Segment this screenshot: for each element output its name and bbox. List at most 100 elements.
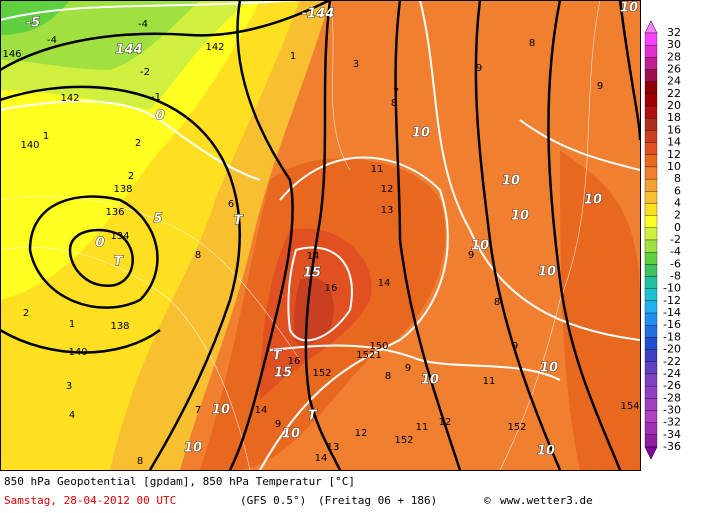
contour-label: 9: [275, 419, 281, 430]
colorbar-label: -10: [663, 282, 681, 295]
colorbar-label: 24: [667, 75, 681, 88]
contour-label: 10: [584, 193, 602, 208]
colorbar-cell: [644, 32, 658, 46]
colorbar-cell: [644, 81, 658, 95]
colorbar-label: 28: [667, 50, 681, 63]
contour-label: 1521: [356, 350, 381, 361]
contour-label: 1: [290, 51, 296, 62]
contour-label: T: [114, 255, 124, 270]
colorbar-label: 0: [674, 221, 681, 234]
footer-date: Samstag, 28-04-2012 00 UTC: [4, 494, 176, 507]
contour-label: 138: [113, 184, 132, 195]
colorbar-cell: [644, 191, 658, 204]
colorbar-label: -4: [670, 245, 681, 258]
contour-label: 11: [483, 376, 496, 387]
contour-label: 2: [128, 171, 134, 182]
contour-label: 3: [66, 381, 72, 392]
contour-label: 12: [439, 417, 452, 428]
contour-label: T: [273, 349, 283, 364]
contour-label: 146: [2, 49, 21, 60]
colorbar-label: 14: [667, 136, 681, 149]
contour-label: 10: [538, 265, 556, 280]
contour-label: 6: [228, 199, 234, 210]
colorbar-cell: [644, 264, 658, 277]
contour-label: 140: [20, 140, 39, 151]
footer-copyright: ©: [484, 494, 491, 507]
colorbar-label: 30: [667, 38, 681, 51]
colorbar-label: -14: [663, 306, 681, 319]
colorbar-label: 12: [667, 148, 681, 161]
contour-label: 9: [468, 250, 474, 261]
contour-label: 10: [184, 441, 202, 456]
colorbar-label: 6: [674, 184, 681, 197]
contour-label: 13: [327, 442, 340, 453]
colorbar-cell: [644, 373, 658, 387]
contour-label: -2: [140, 67, 150, 78]
colorbar-arrow: [644, 20, 658, 34]
contour-label: -5: [26, 16, 40, 31]
contour-label: T: [234, 214, 244, 229]
colorbar-label: 20: [667, 99, 681, 112]
colorbar-label: -32: [663, 416, 681, 429]
contour-label: 1: [69, 319, 75, 330]
contour-label: 1: [43, 131, 49, 142]
contour-label: 11: [371, 164, 384, 175]
colorbar-cell: [644, 227, 658, 241]
colorbar-label: 32: [667, 26, 681, 39]
contour-label: 10: [537, 444, 555, 459]
colorbar-cell: [644, 203, 658, 216]
colorbar-label: 8: [674, 172, 681, 185]
colorbar-label: -22: [663, 355, 681, 368]
colorbar-cell: [644, 312, 658, 326]
colorbar-cell: [644, 166, 658, 180]
colorbar-label: 16: [667, 123, 681, 136]
contour-label: 0: [155, 109, 164, 124]
contour-label: 152: [394, 435, 413, 446]
footer-title: 850 hPa Geopotential [gpdam], 850 hPa Te…: [4, 475, 355, 488]
contour-label: 12: [355, 428, 368, 439]
contour-label: 7: [393, 87, 399, 98]
colorbar-label: -2: [670, 233, 681, 246]
contour-label: 152: [312, 368, 331, 379]
colorbar-label: -8: [670, 270, 681, 283]
contour-label: 13: [381, 205, 394, 216]
colorbar-cell: [644, 154, 658, 168]
contour-label: 14: [378, 278, 391, 289]
contour-label: 134: [110, 231, 129, 242]
colorbar-cell: [644, 69, 658, 82]
colorbar-label: -20: [663, 343, 681, 356]
contour-label: 10: [540, 361, 558, 376]
colorbar-cell: [644, 349, 658, 362]
contour-label: 10: [412, 126, 430, 141]
contour-label: 9: [405, 363, 411, 374]
contour-label: -4: [47, 35, 57, 46]
colorbar-cell: [644, 276, 658, 289]
contour-label: 7: [195, 405, 201, 416]
contour-label: 11: [416, 422, 429, 433]
contour-label: 8: [391, 98, 397, 109]
contour-label: 10: [421, 373, 439, 388]
contour-label: 9: [512, 341, 518, 352]
contour-label: 2: [23, 308, 29, 319]
contour-label: 4: [69, 410, 75, 421]
colorbar-arrow: [644, 446, 658, 460]
colorbar-cell: [644, 178, 658, 192]
contour-label: 15: [274, 366, 292, 381]
contour-label: 10: [471, 239, 489, 254]
colorbar-cell: [644, 410, 658, 423]
colorbar-cell: [644, 398, 658, 411]
colorbar-cell: [644, 118, 658, 131]
contour-label: 8: [529, 38, 535, 49]
footer-run: (Freitag 06 + 186): [318, 494, 437, 507]
contour-label: 144: [115, 43, 142, 58]
colorbar-label: -28: [663, 391, 681, 404]
colorbar-cell: [644, 385, 658, 399]
colorbar-label: -36: [663, 440, 681, 453]
contour-label: 2: [135, 138, 141, 149]
contour-label: 14: [255, 405, 268, 416]
contour-label: 10: [282, 427, 300, 442]
contour-label: 136: [105, 207, 124, 218]
contour-label: 9: [597, 81, 603, 92]
colorbar-cell: [644, 422, 658, 435]
